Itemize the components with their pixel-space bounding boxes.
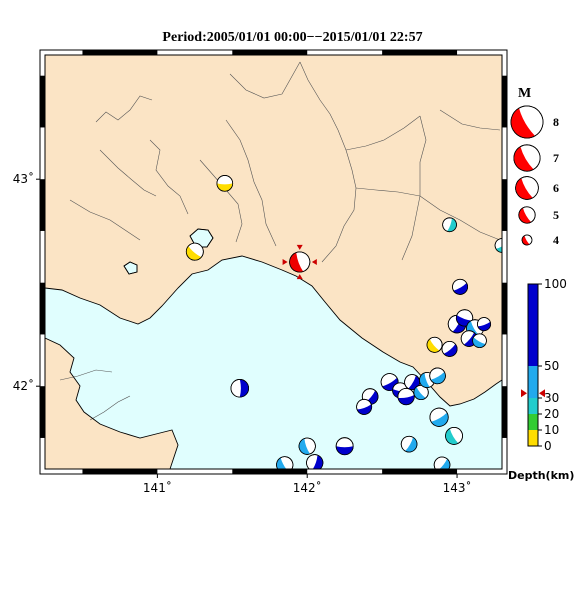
latest-event-marker [282, 244, 317, 280]
frame-bar [40, 282, 45, 335]
event-beachball [185, 242, 204, 261]
event-beachball [298, 437, 316, 455]
highlight-triangle [296, 244, 303, 250]
event-beachball [216, 175, 234, 192]
event-beachball [429, 367, 446, 385]
frame-bar [502, 386, 507, 438]
depth-legend-label: 20 [544, 407, 559, 421]
longitude-tick-labels: 141˚ 142˚ 143˚ [143, 474, 472, 495]
magnitude-legend-symbol [515, 176, 539, 200]
depth-color-band [528, 430, 538, 446]
highlight-triangle [282, 259, 288, 265]
magnitude-legend-symbol [518, 206, 536, 224]
depth-marker-right [539, 389, 545, 398]
event-beachball [429, 407, 449, 427]
coastline [45, 337, 179, 469]
map-title: Period:2005/01/01 00:00−−2015/01/01 22:5… [162, 30, 423, 45]
event-beachball [441, 340, 458, 357]
event-beachball [477, 317, 492, 332]
highlight-triangle [296, 274, 303, 280]
earthquake-events [185, 175, 502, 469]
event-beachball [335, 437, 354, 456]
event-beachball [400, 435, 418, 453]
latitude-tick-labels: 43˚ 42˚ [13, 171, 40, 393]
event-beachball [426, 336, 443, 353]
magnitude-legend-symbol [521, 234, 533, 246]
magnitude-legend-label: 6 [553, 181, 559, 195]
coastline [45, 55, 502, 407]
event-beachball [397, 387, 415, 406]
frame-bar [502, 75, 507, 128]
land-oshima [45, 338, 178, 469]
map-frame [39, 49, 508, 475]
depth-marker-left [521, 389, 527, 398]
depth-legend-title: Depth(km) [508, 469, 574, 482]
depth-legend-label: 0 [544, 439, 552, 453]
depth-color-band [528, 284, 538, 366]
magnitude-legend-symbol [513, 144, 541, 172]
longitude-tick-label: 143˚ [443, 480, 472, 495]
subprefecture-boundaries [59, 61, 501, 421]
longitude-tick-label: 141˚ [143, 480, 172, 495]
depth-color-band [528, 414, 538, 430]
frame-bar [82, 469, 158, 474]
depth-legend-label: 10 [544, 423, 559, 437]
depth-color-band [528, 398, 538, 414]
frame-bar [232, 469, 308, 474]
map-area [45, 55, 502, 469]
frame-bar [40, 179, 45, 231]
frame-bar [82, 50, 158, 55]
event-beachball [356, 398, 373, 415]
event-beachball [445, 426, 463, 445]
frame-bar [232, 50, 308, 55]
event-beachball [230, 379, 250, 398]
magnitude-legend-title: M [518, 86, 531, 101]
event-beachball [289, 251, 311, 273]
frame-bar [40, 75, 45, 128]
highlight-triangle [311, 259, 317, 265]
depth-legend-label: 100 [544, 277, 567, 291]
event-beachball [452, 278, 469, 295]
depth-color-band [528, 366, 538, 398]
frame-bar [502, 282, 507, 335]
event-beachball [472, 333, 487, 348]
magnitude-legend-label: 8 [553, 115, 559, 129]
longitude-tick-label: 142˚ [293, 480, 322, 495]
frame-bar [502, 179, 507, 231]
depth-legend-label: 50 [544, 359, 559, 373]
frame-bar [382, 469, 458, 474]
magnitude-legend-label: 7 [553, 151, 559, 165]
depth-legend-label: 30 [544, 391, 559, 405]
frame-bar [40, 386, 45, 438]
frame-bar [382, 50, 458, 55]
latitude-tick-label: 43˚ [13, 171, 34, 186]
event-beachball [494, 238, 502, 253]
magnitude-legend: M 8 7 6 5 4 [510, 86, 559, 247]
latitude-tick-label: 42˚ [13, 378, 34, 393]
magnitude-legend-label: 5 [553, 208, 559, 222]
event-beachball [306, 454, 324, 469]
event-beachball [404, 374, 421, 391]
magnitude-legend-label: 4 [553, 233, 559, 247]
land-hokkaido [45, 55, 502, 406]
depth-bar-outline [527, 283, 539, 447]
event-beachball [442, 217, 457, 233]
magnitude-legend-symbol [510, 105, 544, 139]
